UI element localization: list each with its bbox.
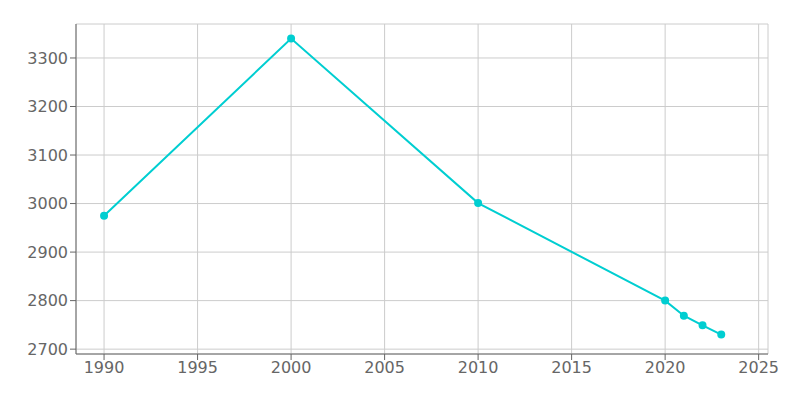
svg-text:2010: 2010	[458, 358, 499, 377]
svg-text:3100: 3100	[27, 146, 68, 165]
svg-text:3300: 3300	[27, 49, 68, 68]
svg-text:2015: 2015	[551, 358, 592, 377]
svg-text:2700: 2700	[27, 340, 68, 359]
svg-text:2020: 2020	[645, 358, 686, 377]
svg-text:2025: 2025	[738, 358, 779, 377]
svg-text:1990: 1990	[84, 358, 125, 377]
svg-text:2800: 2800	[27, 291, 68, 310]
svg-text:2005: 2005	[364, 358, 405, 377]
svg-text:3200: 3200	[27, 97, 68, 116]
svg-text:2000: 2000	[271, 358, 312, 377]
svg-text:1995: 1995	[177, 358, 218, 377]
svg-text:2900: 2900	[27, 243, 68, 262]
svg-text:3000: 3000	[27, 194, 68, 213]
